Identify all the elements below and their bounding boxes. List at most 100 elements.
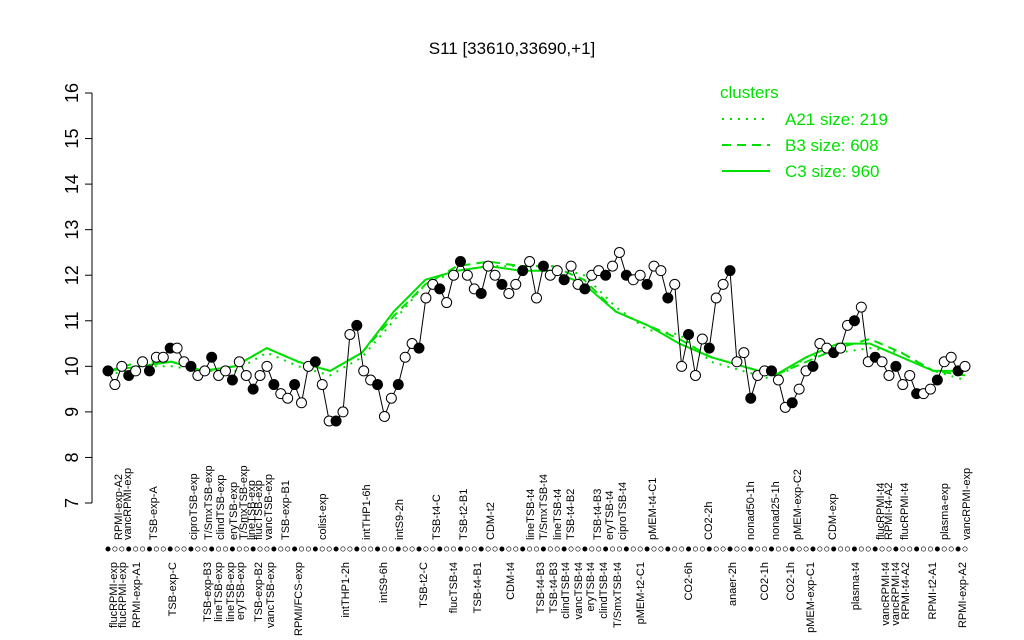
marker-dot bbox=[741, 546, 747, 552]
data-point bbox=[600, 269, 612, 281]
x-label: T/SmxTSB-exp bbox=[238, 465, 250, 540]
x-label: lineTSB-exp bbox=[225, 562, 237, 622]
data-point bbox=[102, 365, 114, 377]
y-tick-label: 11 bbox=[62, 311, 82, 330]
data-point bbox=[613, 246, 625, 258]
data-point bbox=[607, 260, 619, 272]
legend-title: clusters bbox=[720, 83, 779, 102]
x-label: intTHP1-6h bbox=[361, 484, 373, 540]
x-label: vancRPMI-t4 bbox=[880, 562, 892, 626]
marker-dot bbox=[921, 546, 927, 552]
x-label: eryTSB-exp bbox=[228, 482, 240, 540]
marker-dot bbox=[381, 546, 387, 552]
marker-dot bbox=[257, 546, 263, 552]
marker-dot bbox=[858, 546, 864, 552]
marker-dot bbox=[181, 546, 187, 552]
x-label: lineTSB-exp bbox=[246, 480, 258, 540]
marker-dot bbox=[271, 546, 277, 552]
marker-dot bbox=[140, 546, 146, 552]
x-label: RPMI-exp-A2 bbox=[113, 474, 125, 540]
data-point bbox=[503, 287, 515, 299]
marker-dot bbox=[133, 546, 139, 552]
x-label: eryTSB-t4 bbox=[585, 562, 597, 612]
data-point bbox=[282, 392, 294, 404]
marker-dot bbox=[361, 546, 367, 552]
marker-dot bbox=[755, 546, 761, 552]
x-label: pMEM-t4-C1 bbox=[647, 478, 659, 540]
marker-dot bbox=[437, 546, 443, 552]
y-tick-label: 10 bbox=[62, 356, 82, 376]
cluster-line bbox=[107, 260, 966, 377]
data-point bbox=[924, 383, 936, 395]
marker-dot bbox=[195, 546, 201, 552]
marker-dot bbox=[734, 546, 740, 552]
marker-dot bbox=[927, 546, 933, 552]
data-point bbox=[855, 301, 867, 313]
marker-dot bbox=[167, 546, 173, 552]
x-label: flucRPMI-exp bbox=[108, 562, 120, 628]
marker-dot bbox=[900, 546, 906, 552]
data-point bbox=[524, 256, 536, 268]
x-label: eryTSB-t4 bbox=[604, 490, 616, 540]
data-point bbox=[945, 351, 957, 363]
marker-dot bbox=[699, 546, 705, 552]
data-point bbox=[454, 256, 466, 268]
marker-dot bbox=[146, 546, 152, 552]
marker-dot bbox=[492, 546, 498, 552]
marker-dot bbox=[430, 546, 436, 552]
data-point bbox=[876, 356, 888, 368]
data-point bbox=[489, 269, 501, 281]
data-point bbox=[765, 365, 777, 377]
marker-dot bbox=[568, 546, 574, 552]
marker-dot bbox=[533, 546, 539, 552]
x-label: CDM-t2 bbox=[485, 502, 497, 540]
x-label: vancTSB-exp bbox=[265, 562, 277, 628]
x-label: flucRPMI-exp bbox=[117, 562, 129, 628]
data-point bbox=[240, 369, 252, 381]
data-point bbox=[496, 278, 508, 290]
marker-dot bbox=[326, 546, 332, 552]
marker-dot bbox=[506, 546, 512, 552]
data-point bbox=[137, 356, 149, 368]
marker-dot bbox=[658, 546, 664, 552]
marker-dot bbox=[112, 546, 118, 552]
legend-label: C3 size: 960 bbox=[785, 162, 880, 181]
marker-dot bbox=[727, 546, 733, 552]
marker-dot bbox=[153, 546, 159, 552]
x-label: lineTSB-exp bbox=[213, 562, 225, 622]
marker-dot bbox=[748, 546, 754, 552]
x-label: plasma-t4 bbox=[850, 562, 862, 610]
x-label: nonad50-1h bbox=[745, 481, 757, 540]
marker-dot bbox=[540, 546, 546, 552]
marker-dot bbox=[499, 546, 505, 552]
data-point bbox=[510, 278, 522, 290]
marker-dot bbox=[264, 546, 270, 552]
x-label: TSB-exp-C bbox=[167, 562, 179, 616]
marker-dot bbox=[299, 546, 305, 552]
marker-dot bbox=[914, 546, 920, 552]
marker-dot bbox=[831, 546, 837, 552]
data-point bbox=[219, 365, 231, 377]
marker-dot bbox=[941, 546, 947, 552]
marker-dot bbox=[651, 546, 657, 552]
x-label: RPMI-exp-A2 bbox=[957, 562, 969, 628]
marker-dot bbox=[817, 546, 823, 552]
x-label: flucRPMI-t4 bbox=[899, 483, 911, 540]
data-point bbox=[793, 383, 805, 395]
marker-dot bbox=[236, 546, 242, 552]
marker-dot bbox=[582, 546, 588, 552]
marker-dot bbox=[851, 546, 857, 552]
data-point bbox=[904, 369, 916, 381]
marker-dot bbox=[285, 546, 291, 552]
marker-dot bbox=[222, 546, 228, 552]
x-label: plasma-exp bbox=[939, 483, 951, 540]
x-label: CO2-6h bbox=[683, 562, 695, 601]
data-point bbox=[890, 360, 902, 372]
y-tick-label: 13 bbox=[62, 220, 82, 240]
marker-dot bbox=[354, 546, 360, 552]
x-label: CO2-2h bbox=[703, 501, 715, 540]
data-point bbox=[185, 360, 197, 372]
x-label: vancRPMI-exp bbox=[122, 468, 134, 540]
chart-title: S11 [33610,33690,+1] bbox=[429, 39, 596, 58]
